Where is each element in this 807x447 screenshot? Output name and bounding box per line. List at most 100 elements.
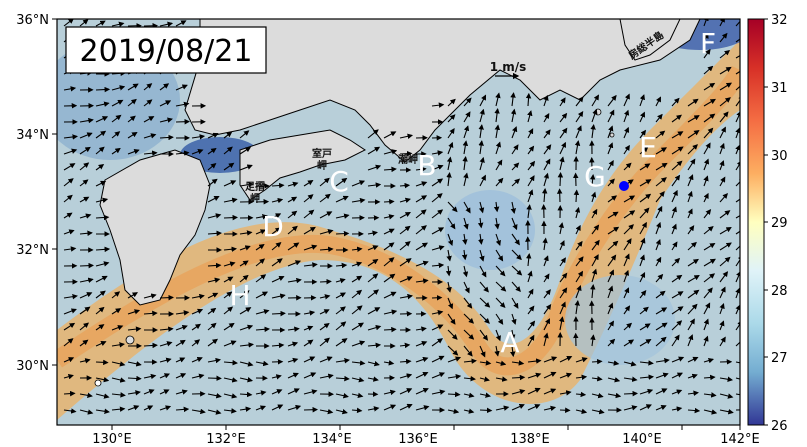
cold-eddy bbox=[445, 190, 535, 270]
current-arrow bbox=[287, 260, 302, 267]
current-arrow bbox=[319, 356, 333, 363]
current-arrow bbox=[623, 305, 631, 315]
current-arrow bbox=[255, 405, 267, 411]
current-arrow bbox=[623, 238, 632, 251]
current-arrow bbox=[703, 374, 716, 381]
current-arrow bbox=[543, 273, 550, 283]
current-arrow bbox=[463, 358, 477, 364]
current-arrow bbox=[367, 146, 381, 155]
current-arrow bbox=[111, 21, 125, 28]
current-arrow bbox=[335, 195, 349, 203]
current-arrow bbox=[399, 197, 411, 203]
current-arrow bbox=[175, 389, 188, 395]
current-arrow bbox=[591, 191, 597, 203]
current-arrow bbox=[63, 148, 78, 155]
station-marker bbox=[619, 181, 629, 191]
current-arrow bbox=[446, 172, 452, 187]
current-arrow bbox=[479, 156, 485, 171]
current-arrow bbox=[477, 217, 484, 229]
current-arrow bbox=[575, 240, 583, 251]
current-arrow bbox=[447, 114, 456, 123]
current-arrow bbox=[255, 258, 266, 267]
current-arrow bbox=[639, 94, 645, 107]
lon-tick-138: 138°E bbox=[510, 432, 550, 447]
current-arrow bbox=[558, 222, 564, 235]
current-arrow bbox=[319, 294, 331, 300]
current-arrow bbox=[335, 408, 348, 415]
current-arrow bbox=[191, 148, 204, 155]
cb-tick-32: 32 bbox=[771, 13, 788, 28]
current-arrow bbox=[526, 204, 532, 219]
current-arrow bbox=[319, 193, 331, 203]
current-arrow bbox=[127, 390, 141, 396]
current-arrow bbox=[735, 337, 740, 347]
current-arrow bbox=[703, 273, 716, 283]
current-arrow bbox=[543, 318, 550, 331]
current-arrow bbox=[79, 339, 89, 347]
current-arrow bbox=[703, 392, 717, 398]
current-arrow bbox=[607, 269, 615, 283]
current-arrow bbox=[175, 84, 188, 91]
current-arrow bbox=[271, 293, 286, 299]
current-arrow bbox=[591, 224, 600, 235]
current-arrow bbox=[351, 377, 365, 383]
current-arrow bbox=[127, 98, 137, 107]
current-arrow bbox=[639, 271, 646, 283]
current-arrow bbox=[367, 245, 379, 251]
current-arrow bbox=[478, 233, 484, 245]
current-arrow bbox=[111, 406, 126, 412]
current-arrow bbox=[399, 373, 413, 379]
current-arrow bbox=[527, 320, 536, 331]
current-arrow bbox=[719, 32, 728, 43]
current-arrow bbox=[719, 242, 732, 251]
current-arrow bbox=[607, 240, 619, 251]
current-arrow bbox=[319, 408, 334, 415]
current-arrow bbox=[575, 357, 588, 363]
current-arrow bbox=[719, 226, 732, 235]
current-arrow bbox=[719, 256, 731, 267]
current-arrow bbox=[383, 326, 397, 333]
current-arrow bbox=[415, 340, 428, 347]
current-arrow bbox=[207, 409, 222, 415]
colorbar-scale bbox=[747, 18, 765, 426]
current-arrow bbox=[399, 388, 413, 395]
current-arrow bbox=[415, 356, 429, 363]
current-arrow bbox=[239, 391, 253, 398]
current-arrow bbox=[607, 195, 618, 203]
current-arrow bbox=[351, 340, 366, 347]
current-arrow bbox=[127, 361, 142, 367]
current-arrow bbox=[575, 125, 582, 139]
current-arrow bbox=[719, 82, 732, 91]
current-arrow bbox=[335, 262, 348, 269]
current-arrow bbox=[495, 249, 504, 262]
current-arrow bbox=[63, 246, 77, 252]
current-arrow bbox=[495, 177, 504, 187]
current-arrow bbox=[687, 130, 700, 139]
current-arrow bbox=[175, 310, 190, 316]
current-arrow bbox=[511, 313, 517, 325]
current-arrow bbox=[207, 230, 223, 237]
current-arrow bbox=[703, 82, 716, 91]
current-arrow bbox=[63, 338, 74, 347]
scale-label: 1 m/s bbox=[490, 60, 527, 74]
current-arrow bbox=[415, 405, 430, 411]
current-arrow bbox=[223, 180, 237, 187]
current-arrow bbox=[447, 391, 461, 398]
current-arrow bbox=[431, 389, 446, 395]
current-arrow bbox=[79, 409, 94, 415]
current-arrow bbox=[671, 257, 681, 267]
current-arrow bbox=[574, 206, 581, 219]
current-arrow bbox=[319, 211, 333, 219]
current-arrow bbox=[671, 274, 683, 283]
current-arrow bbox=[495, 265, 506, 277]
current-arrow bbox=[287, 388, 300, 395]
current-arrow bbox=[303, 389, 318, 395]
current-arrow bbox=[559, 112, 568, 123]
current-arrow bbox=[271, 227, 281, 235]
current-arrow bbox=[735, 245, 740, 251]
current-arrow bbox=[255, 229, 267, 235]
current-arrow bbox=[191, 134, 206, 140]
current-arrow bbox=[335, 321, 347, 331]
current-arrow bbox=[399, 403, 413, 411]
current-arrow bbox=[143, 293, 157, 299]
